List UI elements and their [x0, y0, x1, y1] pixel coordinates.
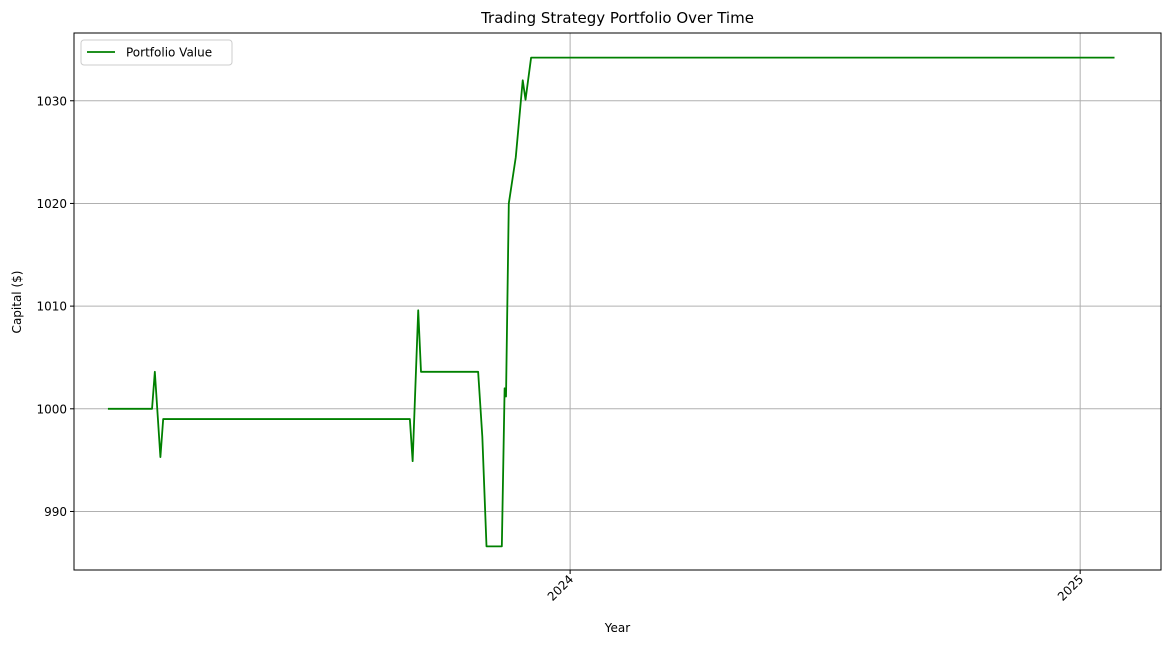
x-tick-label: 2025: [1055, 572, 1086, 603]
y-tick-label: 1000: [36, 402, 67, 416]
x-axis-label: Year: [604, 621, 630, 635]
y-tick-label: 990: [44, 505, 67, 519]
y-tick-label: 1030: [36, 94, 67, 108]
axes-frame: [73, 32, 1162, 571]
series-line: [107, 56, 1115, 548]
y-tick-label: 1010: [36, 300, 67, 314]
axes: 990 1000 1010 1020 1030 2024 2025: [36, 32, 1162, 604]
legend-label: Portfolio Value: [126, 46, 212, 60]
grid: [74, 33, 1161, 570]
plot-area: [107, 56, 1115, 548]
y-axis-label: Capital ($): [10, 271, 24, 334]
legend-box: [80, 39, 233, 66]
y-tick-label: 1020: [36, 197, 67, 211]
x-tick-label: 2024: [545, 572, 576, 603]
legend: Portfolio Value: [80, 39, 233, 66]
chart-title: Trading Strategy Portfolio Over Time: [480, 9, 754, 27]
